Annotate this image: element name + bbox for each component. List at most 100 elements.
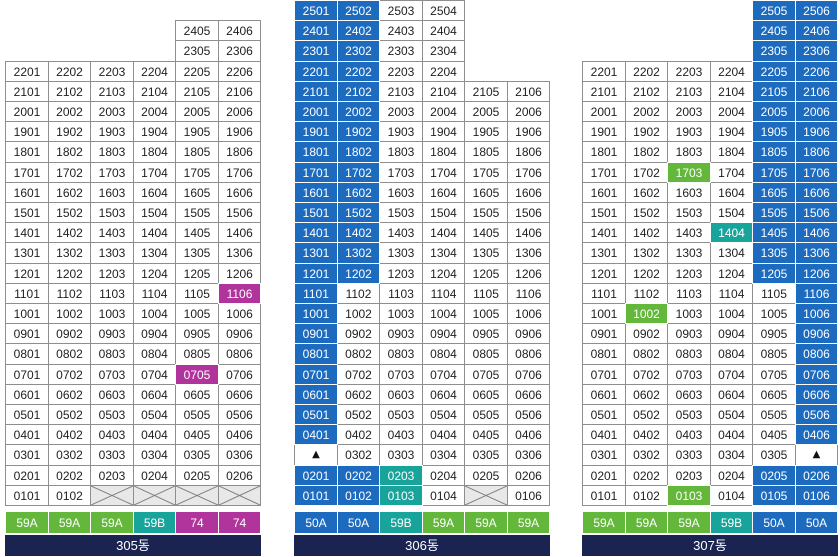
unit-cell: 0804 — [422, 343, 465, 365]
unit-cell: 1405 — [464, 222, 508, 243]
unit-cell: 2005 — [752, 101, 796, 122]
unit-cell: 1702 — [337, 162, 380, 183]
unit-cell: 1204 — [710, 263, 753, 284]
unit-cell: 2201 — [294, 61, 338, 82]
unit-cell: 0303 — [379, 444, 423, 466]
building-name: 306동 — [405, 538, 439, 553]
unit-cell: 2004 — [710, 101, 753, 122]
unit-cell: 2104 — [710, 81, 753, 102]
unit-cell: 2302 — [337, 40, 380, 62]
unit-cell: 0405 — [175, 424, 219, 445]
unit-cell: 1906 — [795, 121, 838, 142]
unit-cell: 2001 — [294, 101, 338, 122]
unit-cell: 2202 — [337, 61, 380, 82]
cross-mark-icon — [91, 486, 133, 505]
unit-cell: 1104 — [710, 283, 753, 304]
unit-cell: 1005 — [752, 303, 796, 324]
unit-cell: 2204 — [422, 61, 465, 82]
unit-cell: 1604 — [133, 182, 176, 203]
building-307: 2505 2506 2405 2406 2305 2306 2201 2202 2203 2204… — [582, 0, 838, 557]
unit-cell: 1401 — [582, 222, 626, 243]
unit-cell: 1606 — [795, 182, 838, 203]
unit-cell: 1706 — [218, 162, 261, 183]
building-306: 2501 2502 2503 2504 2401 2402 2403 2404 2301 2302… — [294, 0, 550, 557]
unit-cell: 1505 — [752, 202, 796, 223]
unit-cell: 0204 — [710, 465, 753, 486]
crossed-out-cell — [464, 485, 508, 506]
building-name: 305동 — [116, 538, 150, 553]
unit-cell: 1604 — [422, 182, 465, 203]
unit-cell: 1501 — [582, 202, 626, 223]
unit-cell: 1206 — [218, 263, 261, 284]
unit-cell: 0504 — [422, 404, 465, 425]
unit-cell: 0801 — [582, 343, 626, 365]
unit-cell: 2104 — [133, 81, 176, 102]
unit-cell: 1404 — [422, 222, 465, 243]
unit-cell: 1401 — [5, 222, 49, 243]
unit-cell: 1301 — [5, 242, 49, 264]
unit-type-label: 59A — [49, 512, 90, 533]
unit-cell: 1606 — [218, 182, 261, 203]
crossed-out-cell — [218, 485, 261, 506]
unit-cell: 1903 — [667, 121, 711, 142]
unit-cell: 1302 — [625, 242, 668, 264]
unit-cell: 0205 — [752, 465, 796, 486]
unit-cell: 1506 — [218, 202, 261, 223]
unit-cell: 1005 — [175, 303, 219, 324]
unit-cell: 0605 — [752, 384, 796, 405]
unit-cell: 2406 — [218, 20, 261, 41]
unit-cell: 0503 — [90, 404, 134, 425]
unit-cell: 0403 — [90, 424, 134, 445]
unit-cell: 0605 — [175, 384, 219, 405]
unit-cell: 0206 — [507, 465, 550, 486]
unit-cell: 1304 — [422, 242, 465, 264]
unit-cell: 0305 — [464, 444, 508, 466]
unit-cell: 0906 — [218, 323, 261, 344]
unit-cell: 1704 — [710, 162, 753, 183]
unit-cell: 0401 — [582, 424, 626, 445]
unit-cell: 0403 — [379, 424, 423, 445]
unit-cell: 2004 — [133, 101, 176, 122]
unit-cell: 1502 — [625, 202, 668, 223]
unit-cell: 1305 — [752, 242, 796, 264]
unit-cell: 2501 — [294, 0, 338, 21]
unit-cell: 1005 — [464, 303, 508, 324]
unit-cell: 1806 — [507, 141, 550, 163]
unit-cell: 2405 — [175, 20, 219, 41]
unit-cell: 2005 — [464, 101, 508, 122]
unit-cell: 0404 — [422, 424, 465, 445]
unit-cell: 1201 — [582, 263, 626, 284]
unit-cell: 0204 — [133, 465, 176, 486]
unit-cell: 1901 — [5, 121, 49, 142]
unit-cell: 1904 — [133, 121, 176, 142]
unit-cell: 1405 — [175, 222, 219, 243]
unit-cell: 0604 — [133, 384, 176, 405]
unit-cell: 1101 — [5, 283, 49, 304]
unit-grid: 2505 2506 2405 2406 2305 2306 2201 2202 2203 2204… — [582, 0, 838, 506]
unit-cell: 1302 — [48, 242, 91, 264]
unit-cell: 1601 — [5, 182, 49, 203]
unit-cell: 0503 — [667, 404, 711, 425]
unit-cell: 0104 — [422, 485, 465, 506]
unit-cell: 1602 — [48, 182, 91, 203]
unit-cell: 0701 — [294, 364, 338, 385]
unit-cell: 1703 — [667, 162, 711, 183]
unit-cell: 0505 — [175, 404, 219, 425]
unit-cell: 1405 — [752, 222, 796, 243]
unit-cell: 1305 — [464, 242, 508, 264]
unit-cell: 2105 — [464, 81, 508, 102]
unit-cell: 1703 — [379, 162, 423, 183]
unit-cell: 0906 — [507, 323, 550, 344]
unit-cell: 1102 — [48, 283, 91, 304]
unit-cell: 1003 — [667, 303, 711, 324]
unit-cell: 1205 — [752, 263, 796, 284]
unit-cell: 1502 — [48, 202, 91, 223]
unit-cell: 2106 — [218, 81, 261, 102]
unit-cell: 0903 — [379, 323, 423, 344]
unit-cell: 0903 — [667, 323, 711, 344]
unit-cell: 2006 — [218, 101, 261, 122]
unit-cell: 1601 — [294, 182, 338, 203]
unit-cell: 0406 — [218, 424, 261, 445]
unit-cell: 0201 — [582, 465, 626, 486]
unit-cell: 1803 — [90, 141, 134, 163]
